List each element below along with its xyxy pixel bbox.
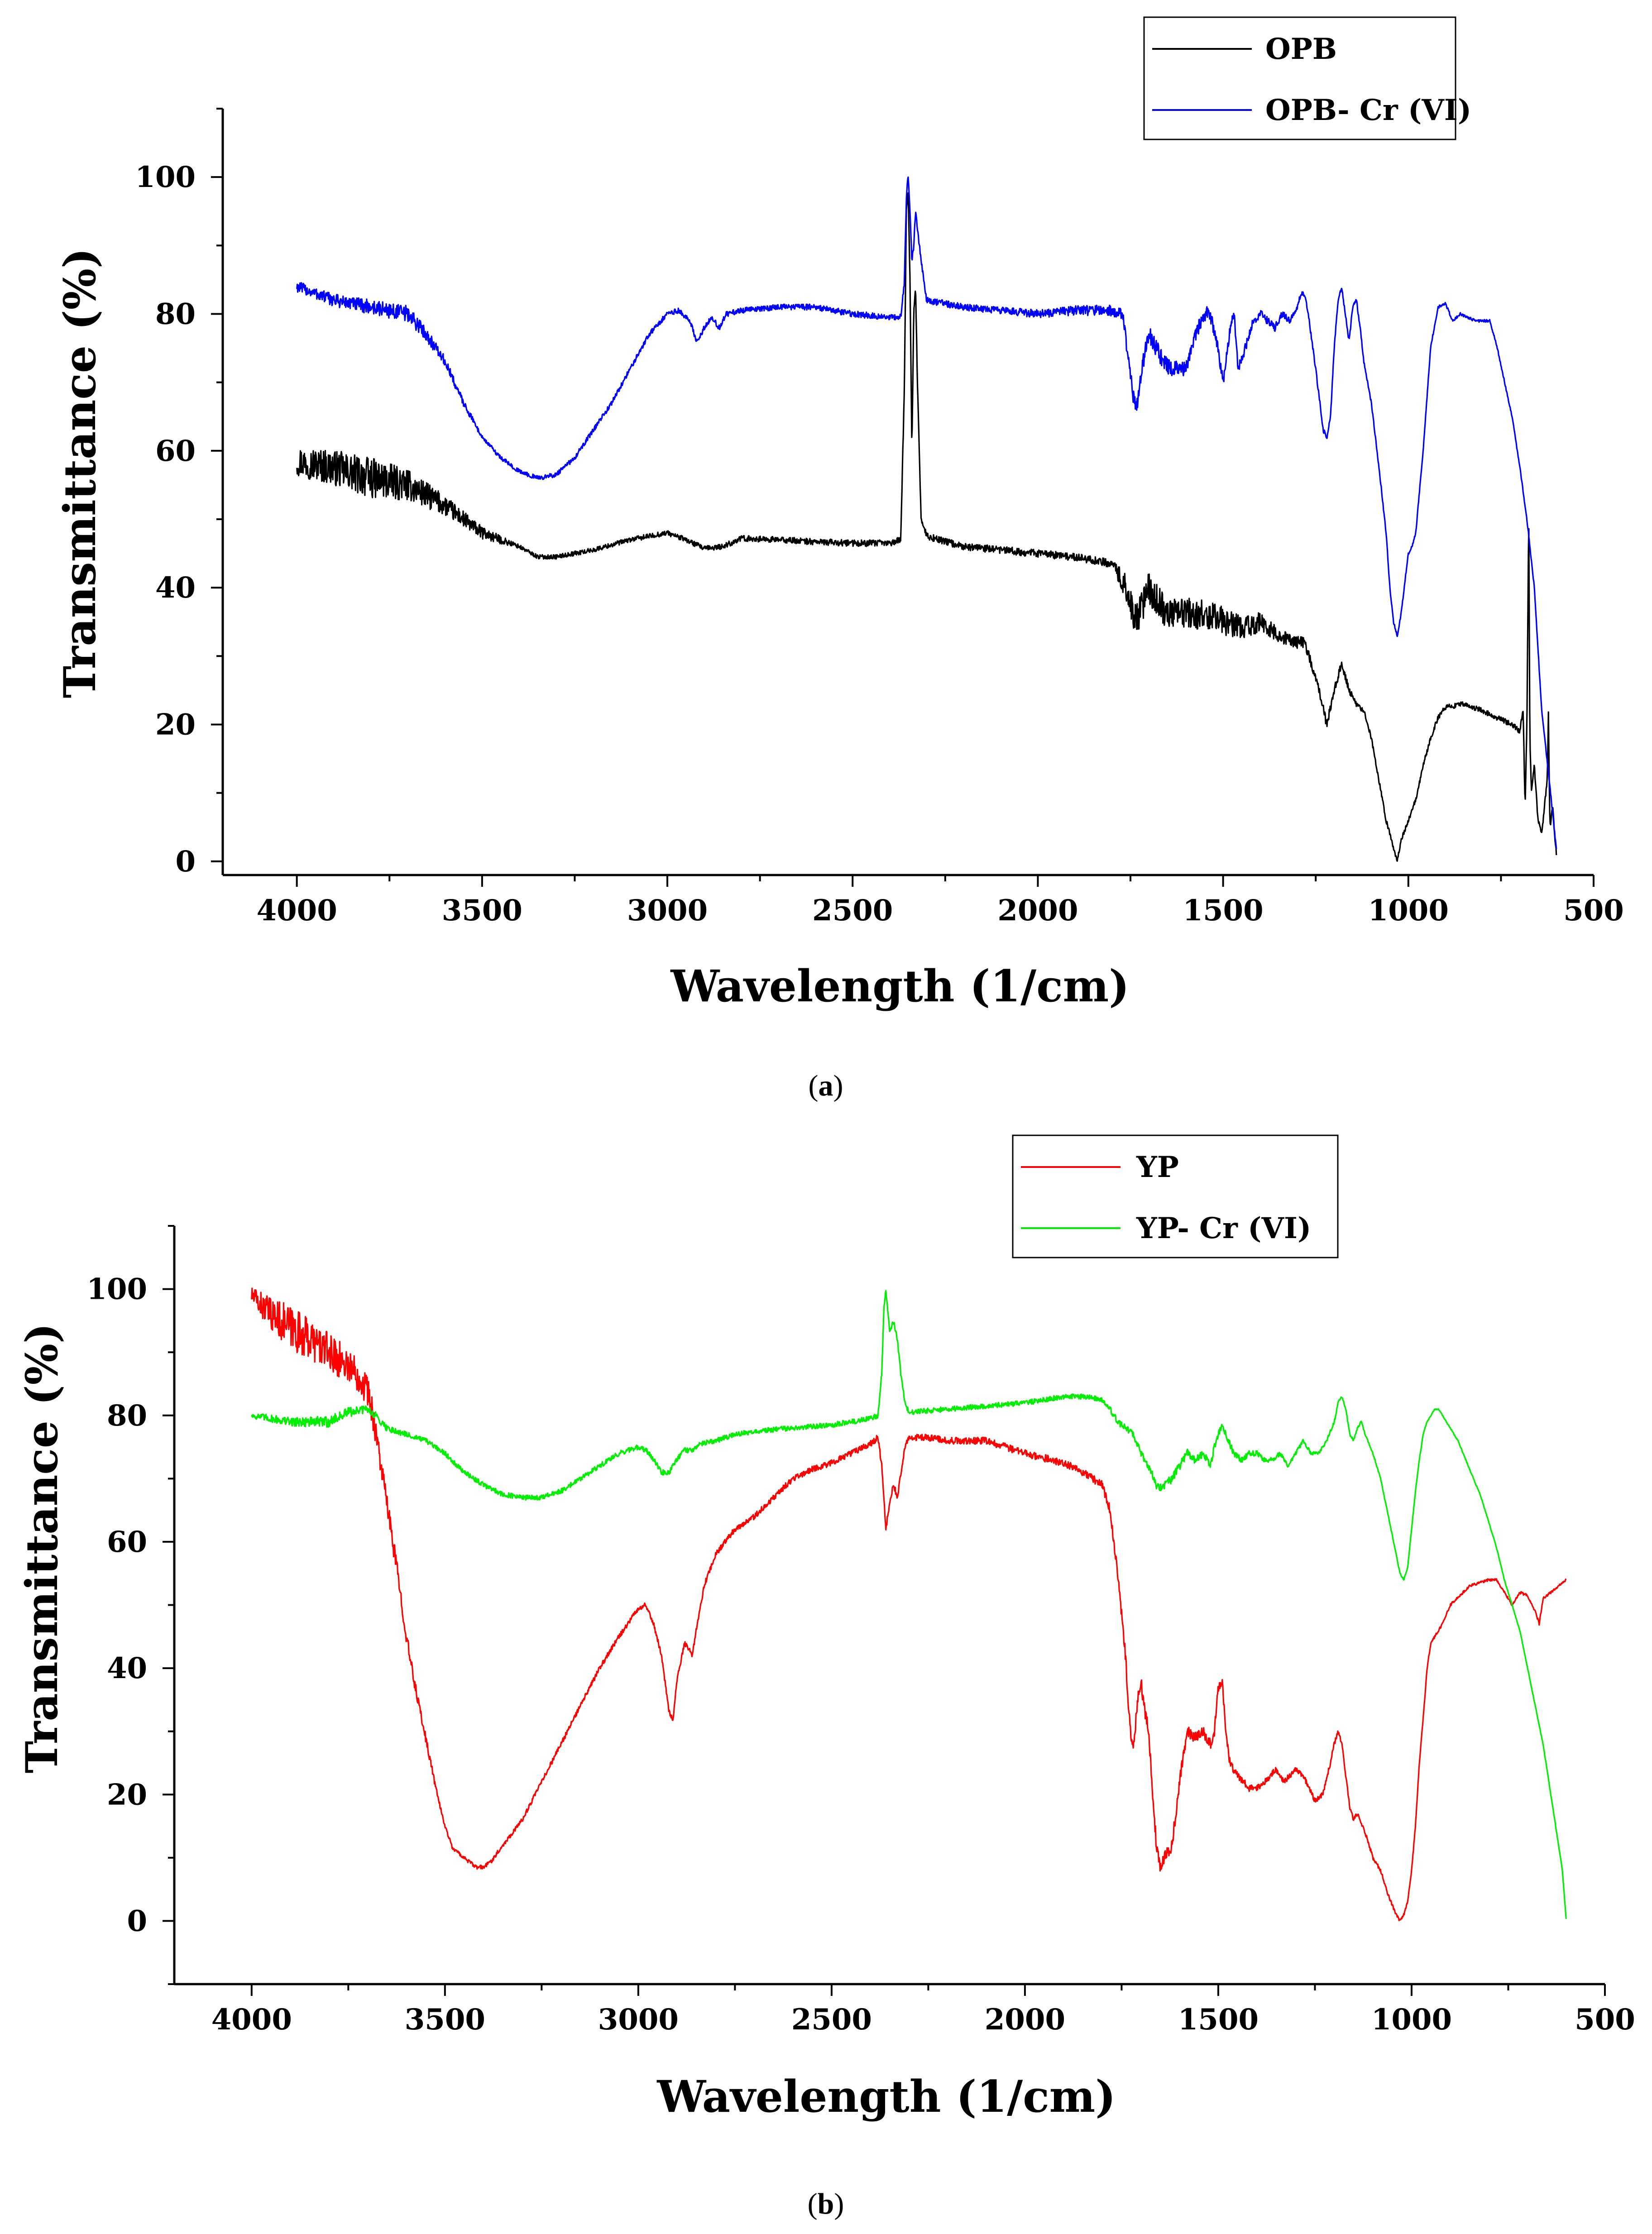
chart-a-y-tick-label: 40: [155, 571, 196, 605]
chart-a-y-tick-label: 20: [155, 708, 196, 741]
chart-b-y-tick-label: 0: [127, 1904, 147, 1938]
chart-b-caption: (b): [808, 2187, 844, 2220]
chart-a-x-tick-label: 2500: [812, 894, 893, 928]
chart-a-x-tick-label: 500: [1563, 894, 1624, 928]
chart-a-series-layer: [296, 176, 1557, 862]
chart-a-y-tick-label: 60: [155, 434, 196, 468]
chart-a-y-tick-label: 100: [135, 160, 196, 194]
chart-a-x-tick-label: 3000: [627, 894, 708, 928]
chart-a-y-tick-label: 80: [155, 297, 196, 331]
chart-a-x-tick-label: 1500: [1183, 894, 1264, 928]
chart-a-x-axis-title: Wavelength (1/cm): [670, 961, 1129, 1012]
chart-b-series-yp: [251, 1287, 1567, 1922]
chart-a-caption: (a): [809, 1069, 843, 1102]
chart-b-legend-box: [1012, 1134, 1339, 1258]
chart-b-x-tick-label: 2000: [985, 2003, 1065, 2037]
chart-b: 4000 3500 3000 2500 2000 1500 1000 500 0 20 40 60 8…: [16, 1134, 1635, 2220]
chart-b-x-tick-label: 4000: [211, 2003, 292, 2037]
chart-b-x-tick-label: 500: [1575, 2003, 1635, 2037]
chart-a: 4000 3500 3000 2500 2000 1500 1000 500 0 20 40 60 8…: [54, 16, 1624, 1102]
chart-b-series-layer: [251, 1287, 1567, 1922]
chart-a-legend-label-opb: OPB: [1265, 32, 1337, 66]
chart-b-y-tick-label: 60: [107, 1525, 147, 1559]
chart-b-y-tick-label: 100: [86, 1272, 147, 1306]
chart-b-legend: YP YP- Cr (VI): [1012, 1134, 1339, 1258]
chart-b-caption-letter: b: [818, 2187, 834, 2220]
chart-a-x-tick-label: 3500: [442, 894, 522, 928]
chart-b-series-yp-cr-vi: [251, 1290, 1567, 1919]
chart-a-axes: [211, 108, 1595, 887]
chart-b-x-axis-title: Wavelength (1/cm): [656, 2071, 1116, 2122]
chart-b-legend-label-yp: YP: [1136, 1150, 1179, 1184]
chart-a-series-opb-cr-vi: [296, 176, 1557, 849]
chart-b-axes: [163, 1225, 1606, 1996]
chart-b-x-tick-label: 1500: [1178, 2003, 1259, 2037]
chart-a-x-tick-label: 1000: [1368, 894, 1449, 928]
chart-b-x-tick-labels: 4000 3500 3000 2500 2000 1500 1000 500: [211, 2003, 1635, 2037]
chart-a-x-tick-label: 2000: [997, 894, 1078, 928]
chart-b-x-tick-label: 3500: [405, 2003, 485, 2037]
chart-a-y-tick-labels: 0 20 40 60 80 100: [135, 160, 196, 879]
chart-b-y-axis-title: Transmittance (%): [16, 1323, 67, 1774]
chart-b-y-tick-labels: 0 20 40 60 80 100: [86, 1272, 147, 1938]
chart-a-series-opb: [296, 192, 1557, 862]
chart-a-legend: OPB OPB- Cr (VI): [1143, 16, 1471, 140]
chart-a-legend-label-opb-cr: OPB- Cr (VI): [1265, 93, 1471, 127]
chart-b-x-tick-label: 2500: [791, 2003, 872, 2037]
chart-a-y-tick-label: 0: [175, 845, 196, 879]
chart-b-x-tick-label: 1000: [1371, 2003, 1452, 2037]
chart-a-legend-box: [1143, 16, 1456, 140]
chart-b-y-tick-label: 20: [107, 1778, 147, 1812]
chart-b-legend-label-yp-cr: YP- Cr (VI): [1136, 1211, 1311, 1245]
chart-a-x-tick-labels: 4000 3500 3000 2500 2000 1500 1000 500: [257, 894, 1624, 928]
chart-b-y-tick-label: 40: [107, 1651, 147, 1685]
chart-a-caption-letter: a: [819, 1069, 833, 1102]
chart-b-x-tick-label: 3000: [598, 2003, 679, 2037]
chart-b-y-tick-label: 80: [107, 1399, 147, 1433]
chart-a-x-tick-label: 4000: [257, 894, 337, 928]
chart-a-y-axis-title: Transmittance (%): [54, 248, 105, 698]
